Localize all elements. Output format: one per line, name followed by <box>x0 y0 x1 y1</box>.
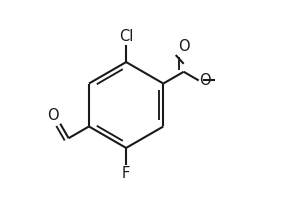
Text: O: O <box>178 39 190 54</box>
Text: F: F <box>122 166 130 181</box>
Text: Cl: Cl <box>119 29 133 44</box>
Text: O: O <box>48 108 59 123</box>
Text: O: O <box>199 73 211 88</box>
